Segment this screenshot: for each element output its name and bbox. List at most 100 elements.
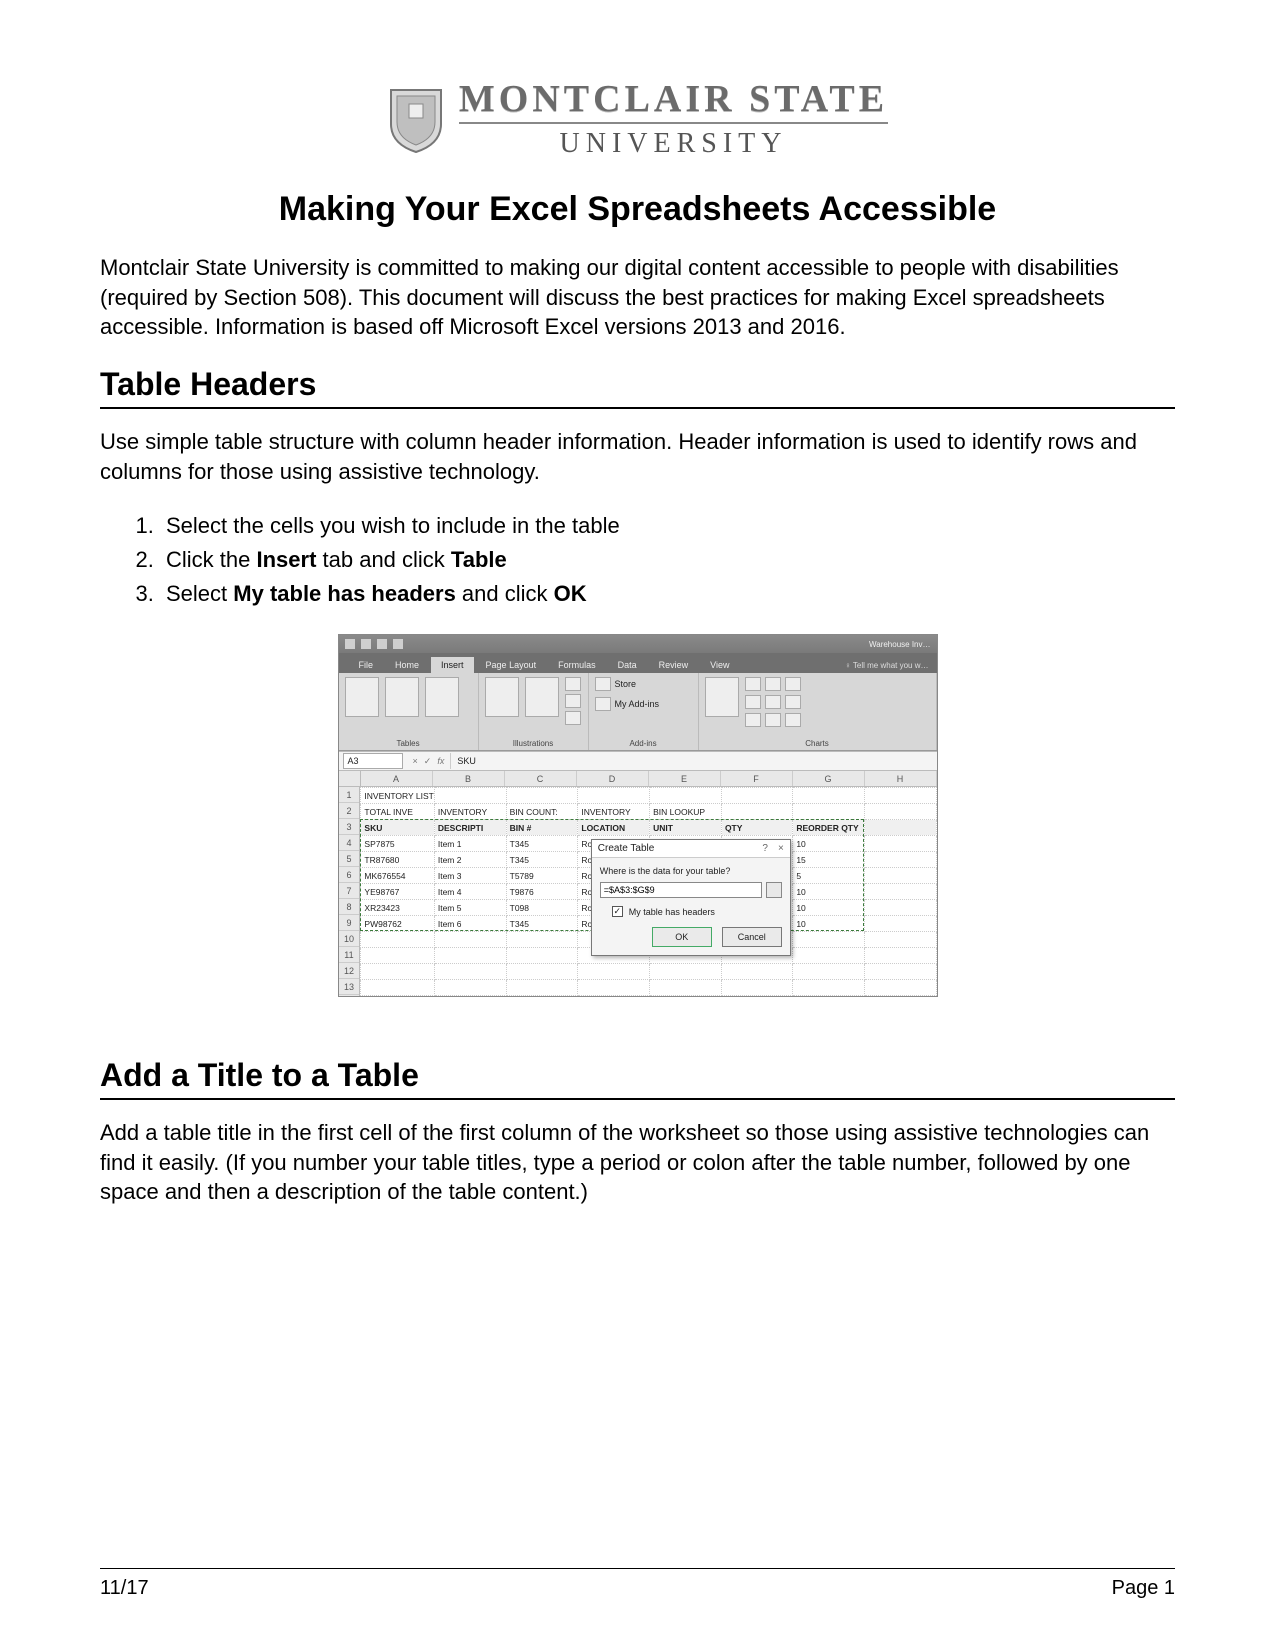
col-header[interactable]: D bbox=[577, 771, 649, 786]
cell[interactable]: Item 6 bbox=[434, 916, 506, 932]
col-header[interactable]: A bbox=[361, 771, 433, 786]
cell[interactable]: TR87680 bbox=[361, 852, 434, 868]
cell[interactable]: Item 2 bbox=[434, 852, 506, 868]
cell[interactable]: SP7875 bbox=[361, 836, 434, 852]
cell[interactable]: SKU bbox=[361, 820, 434, 836]
chart-icon[interactable] bbox=[785, 695, 801, 709]
cell[interactable]: INVENTORY bbox=[434, 804, 506, 820]
tab-data[interactable]: Data bbox=[608, 657, 647, 673]
cell[interactable]: 15 bbox=[793, 852, 865, 868]
cell[interactable] bbox=[793, 980, 865, 996]
cell[interactable] bbox=[361, 932, 434, 948]
cell[interactable] bbox=[865, 932, 936, 948]
row-header[interactable]: 1 bbox=[339, 787, 360, 803]
store-icon[interactable] bbox=[595, 677, 611, 691]
tab-formulas[interactable]: Formulas bbox=[548, 657, 606, 673]
tell-me[interactable]: ♀ Tell me what you w… bbox=[837, 658, 937, 673]
cell[interactable] bbox=[865, 900, 936, 916]
cell[interactable]: BIN LOOKUP bbox=[650, 804, 722, 820]
screenshot-icon[interactable] bbox=[565, 711, 581, 725]
cell[interactable]: T5789 bbox=[506, 868, 578, 884]
col-header[interactable]: F bbox=[721, 771, 793, 786]
cell[interactable] bbox=[793, 804, 865, 820]
row-header[interactable]: 13 bbox=[339, 979, 360, 995]
cell[interactable]: BIN COUNT: bbox=[506, 804, 578, 820]
cell[interactable] bbox=[865, 964, 936, 980]
cell[interactable] bbox=[865, 852, 936, 868]
cell[interactable]: TOTAL INVE bbox=[361, 804, 434, 820]
cell[interactable]: 5 bbox=[793, 868, 865, 884]
cell[interactable] bbox=[865, 980, 936, 996]
cell[interactable]: T345 bbox=[506, 836, 578, 852]
col-header[interactable]: E bbox=[649, 771, 721, 786]
cell[interactable] bbox=[578, 788, 650, 804]
row-header[interactable]: 11 bbox=[339, 947, 360, 963]
cell[interactable] bbox=[434, 980, 506, 996]
row-header[interactable]: 12 bbox=[339, 963, 360, 979]
cell[interactable]: XR23423 bbox=[361, 900, 434, 916]
cell[interactable] bbox=[434, 932, 506, 948]
cell[interactable] bbox=[650, 980, 722, 996]
chart-icon[interactable] bbox=[765, 713, 781, 727]
cell[interactable]: 10 bbox=[793, 916, 865, 932]
cell[interactable] bbox=[865, 884, 936, 900]
tab-file[interactable]: File bbox=[349, 657, 384, 673]
cell[interactable] bbox=[506, 932, 578, 948]
cell[interactable] bbox=[650, 788, 722, 804]
row-header[interactable]: 3 bbox=[339, 819, 360, 835]
cell[interactable] bbox=[434, 948, 506, 964]
row-header[interactable]: 9 bbox=[339, 915, 360, 931]
row-header[interactable]: 7 bbox=[339, 883, 360, 899]
table-icon[interactable] bbox=[425, 677, 459, 717]
cell[interactable]: INVENTORY LIST bbox=[361, 788, 434, 804]
col-header[interactable]: G bbox=[793, 771, 865, 786]
range-picker-icon[interactable] bbox=[766, 882, 782, 898]
cell[interactable] bbox=[434, 964, 506, 980]
row-header[interactable]: 4 bbox=[339, 835, 360, 851]
cell[interactable] bbox=[793, 964, 865, 980]
cell[interactable]: MK676554 bbox=[361, 868, 434, 884]
pictures-icon[interactable] bbox=[485, 677, 519, 717]
recommended-pivot-icon[interactable] bbox=[385, 677, 419, 717]
cell[interactable]: T9876 bbox=[506, 884, 578, 900]
dialog-close-icon[interactable]: × bbox=[778, 843, 784, 854]
cell[interactable]: T345 bbox=[506, 916, 578, 932]
tab-page-layout[interactable]: Page Layout bbox=[476, 657, 547, 673]
formula-input[interactable]: SKU bbox=[450, 753, 936, 769]
headers-checkbox[interactable]: ✓ bbox=[612, 906, 623, 917]
name-box[interactable]: A3 bbox=[343, 753, 403, 769]
chart-icon[interactable] bbox=[765, 677, 781, 691]
chart-icon[interactable] bbox=[785, 677, 801, 691]
cell[interactable] bbox=[793, 948, 865, 964]
cell[interactable]: 10 bbox=[793, 900, 865, 916]
cell[interactable]: Item 1 bbox=[434, 836, 506, 852]
shapes-icon[interactable] bbox=[565, 677, 581, 691]
tab-review[interactable]: Review bbox=[649, 657, 699, 673]
cell[interactable]: BIN # bbox=[506, 820, 578, 836]
cell[interactable]: T098 bbox=[506, 900, 578, 916]
cell[interactable]: PW98762 bbox=[361, 916, 434, 932]
col-header[interactable]: B bbox=[433, 771, 505, 786]
chart-icon[interactable] bbox=[765, 695, 781, 709]
cell[interactable] bbox=[721, 804, 792, 820]
cell[interactable] bbox=[361, 948, 434, 964]
row-header[interactable]: 5 bbox=[339, 851, 360, 867]
cell[interactable] bbox=[506, 964, 578, 980]
tab-home[interactable]: Home bbox=[385, 657, 429, 673]
cell[interactable] bbox=[865, 836, 936, 852]
cell[interactable] bbox=[578, 964, 650, 980]
tab-view[interactable]: View bbox=[700, 657, 739, 673]
cell[interactable] bbox=[865, 868, 936, 884]
cell[interactable] bbox=[865, 804, 936, 820]
cell[interactable] bbox=[793, 788, 865, 804]
cell[interactable] bbox=[721, 964, 792, 980]
cell[interactable] bbox=[506, 948, 578, 964]
chart-icon[interactable] bbox=[745, 695, 761, 709]
row-header[interactable]: 6 bbox=[339, 867, 360, 883]
smartart-icon[interactable] bbox=[565, 694, 581, 708]
chart-icon[interactable] bbox=[785, 713, 801, 727]
cell[interactable] bbox=[865, 820, 936, 836]
cell[interactable] bbox=[434, 788, 506, 804]
ok-button[interactable]: OK bbox=[652, 927, 712, 947]
online-pictures-icon[interactable] bbox=[525, 677, 559, 717]
